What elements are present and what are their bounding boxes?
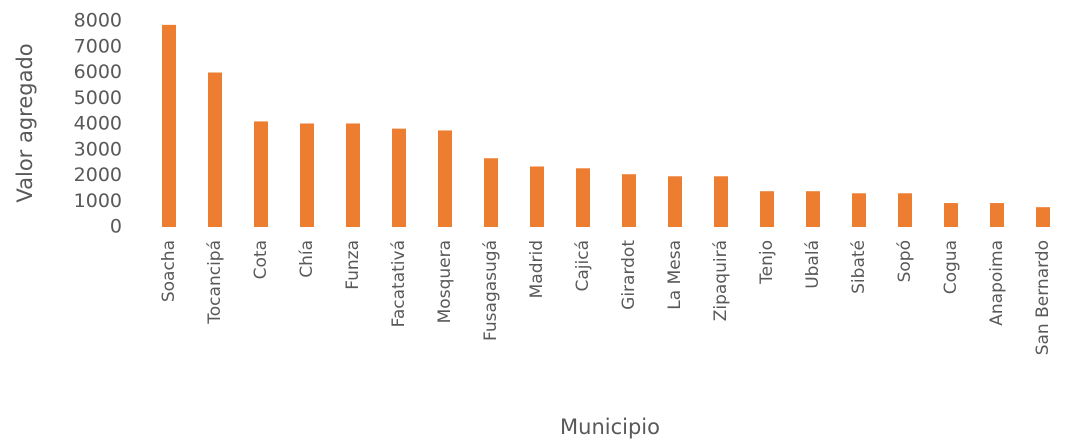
x-tick-label: Cogua <box>941 240 961 294</box>
y-tick-label: 6000 <box>74 61 122 83</box>
bar <box>208 72 222 227</box>
x-tick-label: Cota <box>251 240 271 279</box>
x-tick-label: Zipaquirá <box>711 240 731 321</box>
x-tick-label: Tocancipá <box>205 240 225 325</box>
y-tick-label: 0 <box>110 216 122 238</box>
x-tick-label: Sopó <box>895 240 915 282</box>
bar <box>346 123 360 227</box>
bar <box>254 121 268 227</box>
x-tick-label: Sibaté <box>849 240 869 294</box>
x-tick-label: La Mesa <box>665 240 685 310</box>
bar <box>898 193 912 227</box>
bar <box>944 203 958 227</box>
x-tick-label: Anapoima <box>987 240 1007 326</box>
x-tick-label: Mosquera <box>435 240 455 323</box>
bar <box>300 123 314 227</box>
y-tick-label: 2000 <box>74 164 122 186</box>
bar <box>852 193 866 227</box>
x-tick-label: Tenjo <box>757 240 777 285</box>
y-tick-label: 8000 <box>74 10 122 32</box>
x-tick-label: Facatativá <box>389 240 409 327</box>
bar <box>990 203 1004 227</box>
y-axis-title: Valor agregado <box>13 43 37 202</box>
bar <box>392 128 406 227</box>
bar <box>484 158 498 227</box>
bar <box>622 174 636 227</box>
x-tick-label: Fusagasugá <box>481 240 501 341</box>
x-tick-label: Madrid <box>527 240 547 298</box>
x-tick-label: Cajicá <box>573 240 593 292</box>
x-tick-label: Funza <box>343 240 363 290</box>
bar <box>530 166 544 227</box>
x-tick-label: Girardot <box>619 240 639 310</box>
y-tick-label: 7000 <box>74 35 122 57</box>
x-tick-label: Chía <box>297 240 317 278</box>
y-tick-label: 1000 <box>74 190 122 212</box>
bar <box>576 168 590 227</box>
bar <box>1036 207 1050 227</box>
bar <box>806 191 820 227</box>
y-tick-label: 3000 <box>74 138 122 160</box>
bar <box>668 176 682 227</box>
bar <box>714 176 728 227</box>
bar <box>760 191 774 227</box>
x-axis-title: Municipio <box>560 415 660 439</box>
y-tick-label: 5000 <box>74 87 122 109</box>
x-tick-label: Soacha <box>159 240 179 302</box>
x-tick-label: Ubalá <box>803 240 823 289</box>
x-tick-label: San Bernardo <box>1033 240 1053 355</box>
y-tick-label: 4000 <box>74 113 122 135</box>
bar <box>162 24 176 227</box>
bar <box>438 130 452 227</box>
